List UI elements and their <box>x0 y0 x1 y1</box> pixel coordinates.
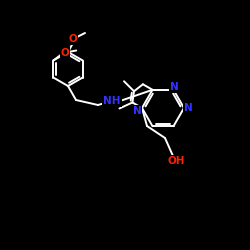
Text: O: O <box>68 34 78 44</box>
Text: OH: OH <box>167 156 185 166</box>
Text: O: O <box>61 48 70 58</box>
Text: NH: NH <box>103 96 121 106</box>
Text: N: N <box>184 103 192 113</box>
Text: N: N <box>170 82 179 92</box>
Text: N: N <box>132 106 141 116</box>
